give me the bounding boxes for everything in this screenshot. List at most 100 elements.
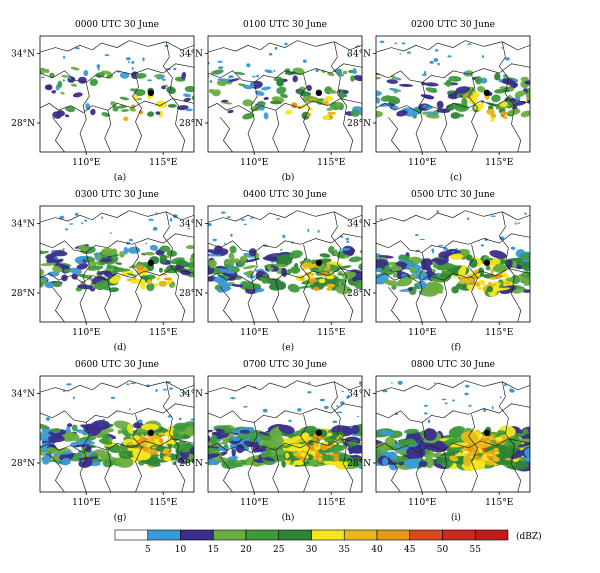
province-boundary [299,244,311,322]
echo-light [147,79,153,82]
echo-light [109,232,113,234]
echo-cell [257,268,265,272]
echo-cell [263,112,269,120]
echo-light [438,244,444,247]
echo-cell [376,97,381,104]
echo-core [472,91,480,98]
echo-cell [521,261,530,272]
echo-light [228,75,234,79]
echo-core [327,111,337,115]
echo-cell [327,72,335,77]
echo-cell [276,78,284,87]
echo-cell [376,280,384,285]
echo-light [491,406,494,410]
echo-cell [215,428,226,434]
map-panel-i: 0800 UTC 30 June 110°E 115°E 34°N 28°N (i) [347,360,531,523]
echo-light [274,46,278,50]
echo-cell [155,111,161,115]
province-boundary [104,450,112,492]
panel-letter: (e) [282,342,294,353]
echo-light [227,216,231,219]
echo-light [284,42,288,46]
echo-core [326,267,331,270]
echo-cell [40,67,47,74]
echo-cell [90,108,96,116]
echo-cell [494,72,501,81]
echo-light [62,79,65,82]
echo-core [318,437,325,440]
echo-cell [520,76,529,82]
echo-core [315,442,320,447]
province-boundary [40,380,194,393]
echo-cell [235,444,245,454]
echo-cell [520,110,530,118]
province-boundary [220,286,233,322]
echo-light [282,234,286,239]
echo-cell [508,436,521,446]
echo-light [242,406,248,408]
echo-cell [280,93,288,99]
echo-core [299,438,303,443]
echo-core [318,272,328,275]
colorbar-swatch [311,529,345,541]
echo-field [40,380,194,492]
echo-light [155,212,158,215]
province-boundary [330,211,354,322]
echo-light [307,382,311,384]
lon-tick-label: 110°E [408,158,436,168]
echo-cell [41,454,51,465]
echo-light [74,212,79,216]
echo-cell [435,258,446,266]
province-boundary [162,381,186,492]
echo-cell [284,452,290,459]
province-boundary [272,280,280,322]
echo-light [268,52,273,56]
echo-cell [353,75,362,82]
echo-cell [46,447,65,454]
echo-core [159,437,164,444]
echo-light [432,249,434,254]
map-panel-b: 0100 UTC 30 June 110°E 115°E 34°N 28°N (b) [179,20,363,183]
echo-light [101,216,103,219]
echo-cell [378,451,394,456]
echo-cell [272,263,289,268]
echo-light [137,419,143,424]
echo-cell [119,251,125,258]
echo-light [510,246,516,250]
echo-cell [208,459,220,466]
echo-light [280,248,283,251]
echo-cell [326,107,334,111]
echo-light [246,63,251,68]
echo-cell [527,100,530,104]
echo-light [500,47,503,49]
echo-core [314,444,321,450]
map-border [207,375,363,493]
echo-cell [271,435,284,445]
echo-cell [208,453,221,460]
echo-cell [184,426,194,437]
province-boundary [498,211,522,322]
echo-cell [451,102,466,110]
echo-cell [230,436,241,442]
echo-cell [460,264,467,275]
echo-cell [269,100,282,105]
panel-title: 0000 UTC 30 June [75,20,159,30]
lat-tick-label: 28°N [11,459,35,469]
map-panel-f: 0500 UTC 30 June 110°E 115°E 34°N 28°N (f) [347,190,531,353]
echo-light [288,419,292,423]
echo-cell [234,71,246,76]
echo-cell [126,273,137,277]
echo-cell [357,456,362,461]
echo-cell [350,109,360,117]
echo-cell [114,448,121,452]
echo-light [346,396,351,398]
echo-cell [40,262,57,266]
echo-core [490,117,495,122]
echo-light [243,223,247,226]
echo-light [148,218,154,221]
lon-tick-label: 110°E [240,328,268,338]
echo-core [164,456,172,462]
echo-core [139,442,148,446]
echo-core [126,441,134,446]
echo-light [433,58,439,62]
